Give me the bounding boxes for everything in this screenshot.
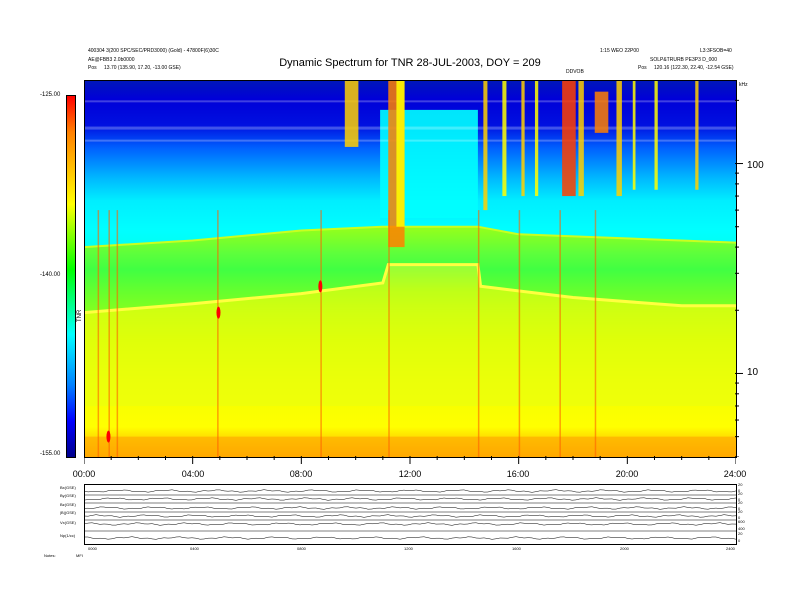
x-tick-0400: 04:00 — [181, 469, 205, 479]
radio-burst-12 — [654, 80, 658, 190]
x-axis-ticks — [84, 456, 736, 464]
spike-line-0 — [97, 210, 100, 457]
colorbar-label-bottom: -155.00 — [40, 451, 61, 457]
radio-burst-7 — [562, 80, 576, 197]
spike-line-2 — [116, 210, 119, 457]
panel-label-np: Np(1/cc) — [60, 533, 76, 538]
green-band — [84, 226, 736, 313]
panel-label-by: By(GSE) — [60, 493, 76, 498]
panel-trace-4 — [84, 522, 736, 526]
yellow-green-edge — [84, 263, 736, 315]
radio-burst-2 — [396, 80, 405, 227]
panel-trace-3 — [84, 514, 736, 518]
header-right-line1: 1:15 WEO 22P00 — [600, 48, 639, 54]
radio-burst-10 — [616, 80, 622, 197]
interference-line-2 — [84, 139, 736, 142]
header-right-pos-label: Pos — [638, 65, 647, 71]
spike-line-8 — [559, 210, 561, 457]
mfi-traces — [84, 489, 736, 540]
spike-line-9 — [594, 210, 597, 457]
footer-mfi: MFI — [76, 553, 83, 558]
header-left-pos-value: 13.70 (135.90, 17.20, -13.00 GSE) — [104, 65, 181, 71]
interference-line-1 — [84, 126, 736, 130]
colorbar-label-top: -125.00 — [40, 92, 61, 98]
radio-burst-9 — [594, 91, 609, 133]
panel-trace-5 — [84, 536, 736, 540]
spike-line-5 — [388, 210, 390, 457]
panel-btick-3: 1200 — [404, 546, 413, 551]
x-tick-1200: 12:00 — [398, 469, 422, 479]
radio-burst-0 — [344, 80, 359, 147]
low-frequency-band — [84, 436, 736, 457]
colorbar-label-mid: -140.00 — [40, 272, 61, 278]
panel-trace-2 — [84, 506, 736, 510]
chart-title: Dynamic Spectrum for TNR 28-JUL-2003, DO… — [279, 57, 541, 69]
panel-rtick-1: 0 — [738, 488, 741, 493]
panel-btick-0: 0000 — [88, 546, 97, 551]
x-tick-1600: 16:00 — [506, 469, 530, 479]
panel-rtick-0: 20 — [738, 482, 743, 487]
panel-btick-1: 0400 — [190, 546, 199, 551]
intense-spot-1 — [318, 280, 323, 293]
header-right-line1b: L3:3FSOB=40 — [700, 48, 732, 54]
radio-burst-5 — [521, 80, 525, 197]
header-left-pos-label: Pos — [88, 65, 97, 71]
panel-rtick-7: 0 — [738, 515, 741, 520]
spike-line-3 — [217, 210, 219, 457]
interference-line-0 — [84, 100, 736, 103]
panel-btick-6: 2400 — [726, 546, 735, 551]
right-axis-tick-100: 100 — [747, 160, 764, 171]
spike-line-1 — [108, 210, 110, 457]
panel-trace-1 — [84, 497, 736, 501]
panel-rtick-8: 600 — [738, 519, 745, 524]
x-tick-0800: 08:00 — [289, 469, 313, 479]
right-axis-tick-10: 10 — [747, 367, 759, 378]
spike-line-6 — [477, 210, 480, 457]
intense-spot-2 — [106, 430, 111, 443]
radio-burst-4 — [502, 80, 507, 197]
radio-burst-13 — [695, 80, 699, 190]
panel-rtick-4: 20 — [738, 500, 743, 505]
x-tick-2400: 24:00 — [723, 469, 747, 479]
panel-btick-5: 2000 — [620, 546, 629, 551]
panel-rtick-11: 0 — [738, 538, 741, 543]
panel-label-b: |B|(GSE) — [60, 510, 76, 515]
header-marker: DDVOB — [566, 69, 584, 75]
footer-notes: Notes: — [44, 553, 56, 558]
panel-rtick-2: 20 — [738, 491, 743, 496]
x-tick-2000: 20:00 — [615, 469, 639, 479]
panel-trace-0 — [84, 489, 736, 493]
spike-line-4 — [320, 210, 322, 457]
mfi-panel — [84, 484, 737, 545]
spike-line-7 — [518, 210, 521, 457]
panel-rtick-5: 0 — [738, 506, 741, 511]
header-left-line2: AE@FBB3 2.0b0000 — [88, 57, 135, 63]
intense-spot-0 — [216, 306, 221, 319]
header-right-line2: SOLP&TRURB PE3P3 D_000 — [650, 57, 717, 63]
spectrogram-frame — [84, 80, 737, 458]
panel-label-bz: Bz(GSE) — [60, 502, 76, 507]
panel-label-bx: Bx(GSE) — [60, 485, 76, 490]
panel-btick-2: 0800 — [297, 546, 306, 551]
panel-rtick-10: 20 — [738, 531, 743, 536]
panel-rtick-3: 0 — [738, 497, 741, 502]
panel-rtick-9: 400 — [738, 526, 745, 531]
panel-rtick-6: 20 — [738, 509, 743, 514]
header-left-line1: 400304 3(200 SPC/SEC/PRD3000) (Gold) - 4… — [88, 48, 219, 54]
radio-burst-11 — [632, 80, 636, 190]
radio-burst-3 — [483, 80, 488, 211]
colorbar-axis-label: TNR — [77, 309, 83, 322]
panel-label-vx: Vx(GSE) — [60, 520, 76, 525]
x-tick-0000: 00:00 — [72, 469, 96, 479]
right-axis-unit: kHz — [739, 82, 748, 88]
right-axis-ticks — [735, 99, 743, 457]
header-right-pos-value: 120.16 (122.30, 22.40, -12.54 GSE) — [654, 65, 734, 71]
radio-burst-6 — [534, 80, 539, 197]
colorbar — [66, 95, 76, 458]
radio-burst-8 — [578, 80, 584, 197]
spectrogram-heatmap — [84, 80, 736, 457]
panel-btick-4: 1600 — [512, 546, 521, 551]
